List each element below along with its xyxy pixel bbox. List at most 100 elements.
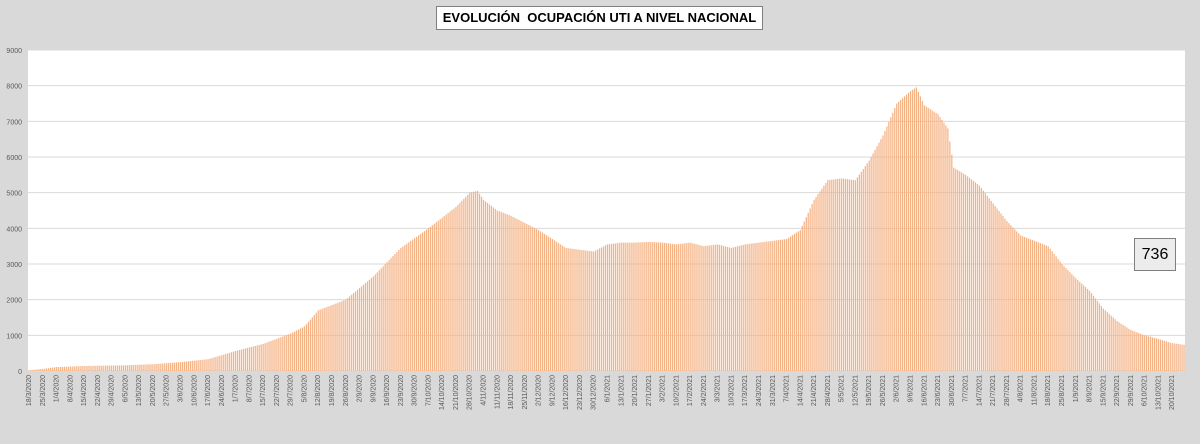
bar: [766, 241, 768, 371]
x-tick-label: 10/2/2021: [673, 375, 680, 406]
bar: [905, 94, 908, 371]
bar: [1159, 339, 1162, 371]
bar: [1098, 303, 1101, 371]
bar: [221, 355, 223, 371]
x-tick-label: 19/8/2020: [329, 375, 336, 406]
bar: [915, 87, 918, 371]
bar: [1020, 235, 1022, 371]
bar: [1161, 340, 1163, 371]
bar: [563, 246, 565, 371]
bar: [266, 342, 268, 371]
bar: [378, 270, 380, 371]
bar: [136, 364, 138, 371]
x-tick-label: 22/9/2021: [1114, 375, 1121, 406]
bar: [1051, 251, 1053, 371]
bar: [1147, 336, 1150, 371]
bar: [1175, 343, 1177, 371]
bar: [807, 212, 809, 371]
bar: [1108, 313, 1110, 371]
bar: [1000, 213, 1002, 371]
x-tick-label: 2/12/2020: [536, 375, 543, 406]
bar: [429, 226, 431, 371]
bar: [248, 347, 250, 371]
bar: [661, 242, 664, 371]
last-value-callout: 736: [1134, 238, 1176, 271]
bar: [986, 195, 988, 371]
bar: [138, 364, 140, 371]
bar: [780, 239, 782, 371]
bar: [687, 242, 689, 371]
x-tick-label: 24/6/2020: [219, 375, 226, 406]
x-tick-label: 29/9/2021: [1128, 375, 1135, 406]
bar: [301, 327, 304, 371]
y-tick-label: 1000: [6, 333, 22, 340]
bar: [156, 363, 158, 371]
bar: [996, 208, 998, 371]
bar: [841, 178, 843, 371]
bar: [630, 242, 632, 371]
bar: [874, 149, 876, 371]
bar: [315, 312, 317, 371]
bar: [715, 244, 717, 371]
bar: [469, 192, 471, 371]
bar: [83, 366, 85, 371]
bar: [654, 242, 656, 371]
bar: [538, 230, 540, 371]
bar: [730, 247, 733, 371]
bar: [370, 278, 372, 371]
bar: [695, 244, 697, 371]
bar: [789, 236, 792, 371]
bar: [602, 246, 605, 371]
bar: [752, 243, 754, 371]
bar: [69, 366, 71, 371]
bar: [604, 245, 607, 371]
bar: [581, 249, 583, 371]
bar: [351, 294, 353, 371]
bar: [776, 240, 778, 371]
bar: [1134, 331, 1136, 371]
bar: [539, 231, 542, 371]
bar: [831, 179, 833, 371]
bar: [593, 251, 595, 371]
bar: [329, 305, 331, 371]
bar: [406, 243, 408, 371]
bar: [443, 216, 445, 371]
bar: [937, 114, 939, 371]
bar: [569, 248, 571, 371]
bar: [347, 298, 349, 371]
bar: [998, 211, 1000, 371]
x-tick-label: 15/7/2020: [260, 375, 267, 406]
bar: [768, 241, 770, 371]
bar: [803, 221, 805, 371]
bar: [1169, 342, 1171, 371]
bar: [120, 365, 123, 371]
bar: [994, 205, 996, 371]
bar: [217, 356, 219, 371]
bar: [42, 368, 44, 371]
bar: [79, 366, 81, 371]
bar: [709, 245, 711, 371]
bar: [589, 251, 591, 371]
bar: [744, 244, 746, 371]
bar: [1065, 268, 1067, 371]
bar: [943, 122, 945, 371]
bar: [467, 194, 469, 371]
bar: [850, 179, 853, 371]
bar: [665, 243, 668, 371]
bar: [774, 240, 776, 371]
x-tick-label: 25/11/2020: [522, 375, 529, 410]
bar: [276, 338, 278, 371]
bar: [160, 363, 162, 371]
bar: [551, 239, 553, 371]
bar: [642, 242, 644, 371]
bar: [114, 365, 117, 371]
bar: [427, 228, 430, 371]
bar: [1179, 344, 1181, 371]
bar: [976, 184, 979, 371]
bar: [1035, 241, 1038, 371]
bar: [858, 174, 860, 371]
x-tick-label: 8/7/2020: [246, 375, 253, 402]
bar: [1114, 319, 1116, 371]
bar: [368, 279, 370, 371]
bar: [1126, 327, 1128, 371]
